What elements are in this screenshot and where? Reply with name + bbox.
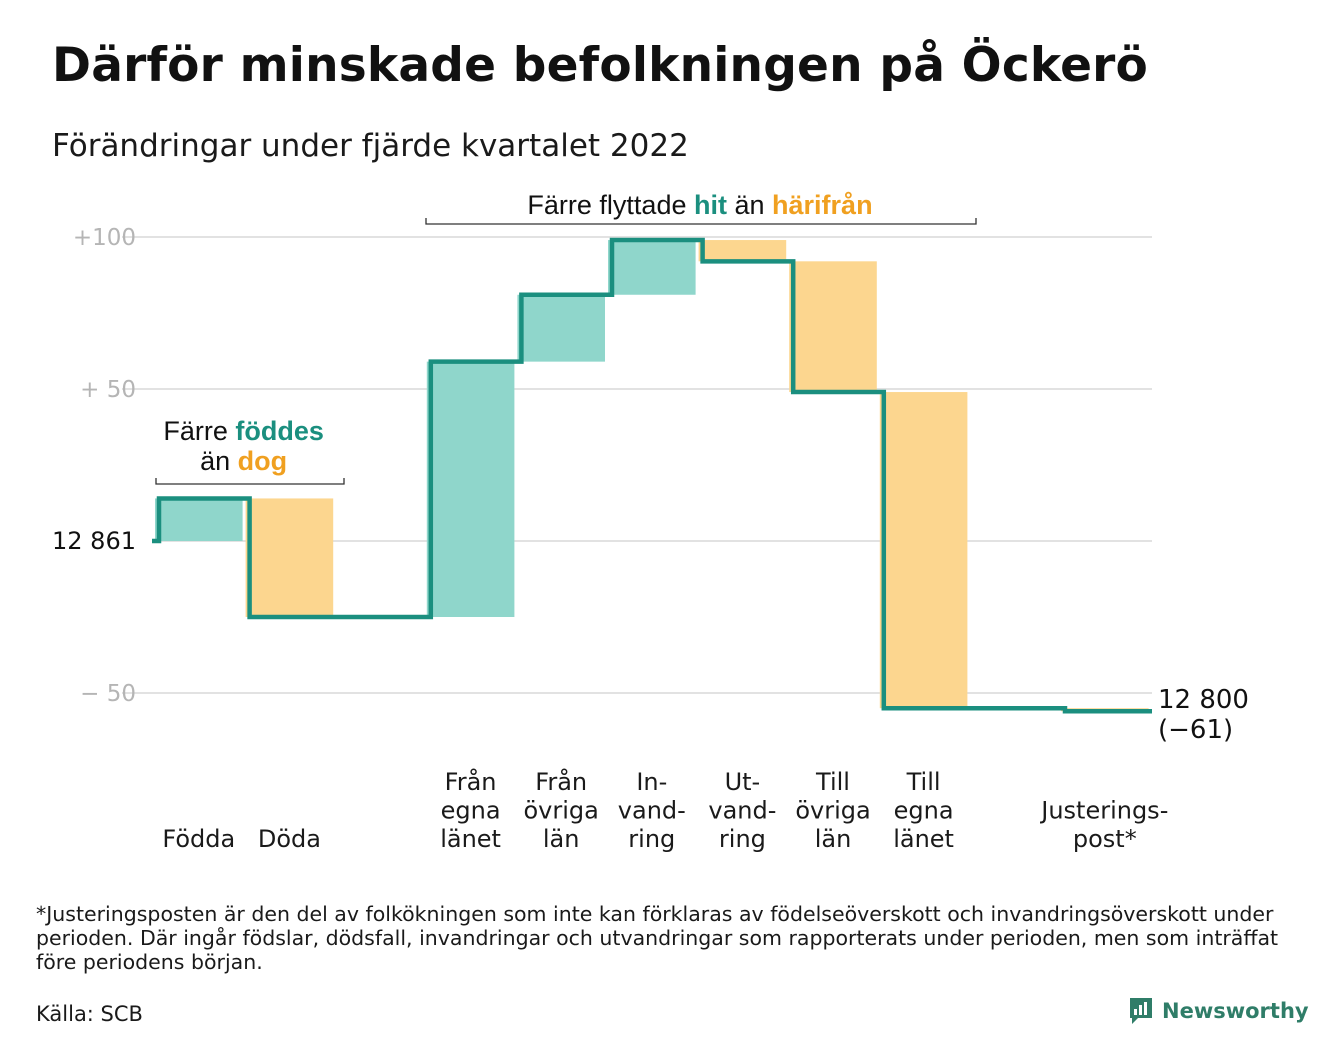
- end-change-label: (−61): [1158, 715, 1233, 745]
- waterfall-bar: [245, 498, 334, 617]
- end-value-label: 12 800: [1158, 685, 1249, 715]
- annotation-births-bracket: [155, 478, 345, 485]
- newsworthy-logo-text: Newsworthy: [1162, 999, 1309, 1023]
- category-label: län: [815, 825, 852, 853]
- category-label: övriga: [524, 797, 599, 825]
- step-line: [152, 237, 1152, 714]
- category-label: Döda: [258, 825, 321, 853]
- category-label: egna: [441, 797, 501, 825]
- newsworthy-logo: Newsworthy: [1128, 996, 1309, 1026]
- category-label: Till: [815, 768, 850, 796]
- waterfall-bar: [879, 392, 968, 709]
- category-label: post*: [1073, 825, 1137, 853]
- y-tick-label: − 50: [80, 681, 136, 707]
- category-label: ring: [628, 825, 675, 853]
- annotation-births-line2: än dog: [200, 446, 287, 476]
- waterfall-bar: [789, 261, 877, 393]
- waterfall-bar: [155, 498, 243, 541]
- chart-subtitle: Förändringar under fjärde kvartalet 2022: [52, 128, 689, 164]
- y-tick-label: + 50: [80, 377, 136, 403]
- category-label: egna: [894, 797, 954, 825]
- waterfall-bar: [426, 361, 515, 617]
- waterfall-bar: [608, 240, 696, 295]
- category-label: vand-: [708, 797, 776, 825]
- category-label: Från: [445, 767, 497, 796]
- waterfall-bar: [698, 240, 787, 262]
- category-label: länet: [893, 825, 954, 853]
- category-label: länet: [440, 825, 501, 853]
- annotation-migration-bracket: [425, 218, 977, 225]
- annotation-migration: Färre flyttade hit än härifrån: [527, 190, 872, 220]
- footnote: *Justeringsposten är den del av folkökni…: [36, 902, 1279, 974]
- chart-title: Därför minskade befolkningen på Öckerö: [52, 38, 1149, 93]
- category-label: Ut-: [725, 768, 761, 796]
- category-label: ring: [719, 825, 766, 853]
- category-label: Från: [535, 767, 587, 796]
- category-label: län: [543, 825, 580, 853]
- category-label: In-: [636, 768, 667, 796]
- category-label: Till: [906, 768, 941, 796]
- newsworthy-logo-icon: [1130, 998, 1152, 1024]
- waterfall-bar: [517, 294, 605, 362]
- category-label: vand-: [618, 797, 686, 825]
- category-label: övriga: [795, 797, 870, 825]
- category-label: Justerings-: [1039, 797, 1168, 825]
- start-value-label: 12 861: [52, 527, 136, 555]
- source-note: Källa: SCB: [36, 1002, 143, 1026]
- category-label: Födda: [162, 825, 235, 853]
- annotation-births-line1: Färre föddes: [163, 416, 324, 446]
- y-tick-label: +100: [73, 225, 136, 251]
